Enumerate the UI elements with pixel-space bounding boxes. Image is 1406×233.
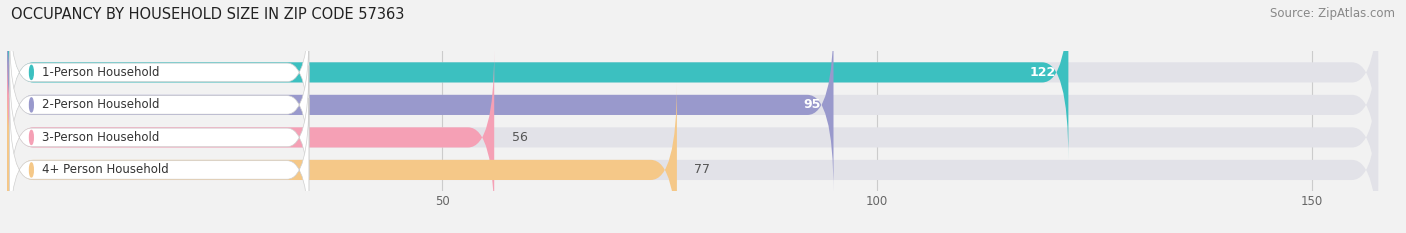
Text: 95: 95 [803,98,821,111]
FancyBboxPatch shape [7,82,676,233]
Text: Source: ZipAtlas.com: Source: ZipAtlas.com [1270,7,1395,20]
Text: 56: 56 [512,131,527,144]
Circle shape [30,65,34,79]
Text: OCCUPANCY BY HOUSEHOLD SIZE IN ZIP CODE 57363: OCCUPANCY BY HOUSEHOLD SIZE IN ZIP CODE … [11,7,405,22]
FancyBboxPatch shape [10,0,309,144]
Circle shape [30,130,34,144]
Circle shape [30,98,34,112]
FancyBboxPatch shape [7,50,495,225]
FancyBboxPatch shape [10,33,309,177]
FancyBboxPatch shape [7,0,1069,160]
FancyBboxPatch shape [7,82,1378,233]
Text: 4+ Person Household: 4+ Person Household [42,163,169,176]
FancyBboxPatch shape [10,65,309,209]
FancyBboxPatch shape [7,0,1378,160]
Text: 77: 77 [695,163,710,176]
FancyBboxPatch shape [7,17,1378,192]
FancyBboxPatch shape [7,50,1378,225]
FancyBboxPatch shape [7,17,834,192]
Text: 122: 122 [1029,66,1056,79]
Text: 3-Person Household: 3-Person Household [42,131,159,144]
Circle shape [30,163,34,177]
Text: 2-Person Household: 2-Person Household [42,98,159,111]
Text: 1-Person Household: 1-Person Household [42,66,159,79]
FancyBboxPatch shape [10,98,309,233]
